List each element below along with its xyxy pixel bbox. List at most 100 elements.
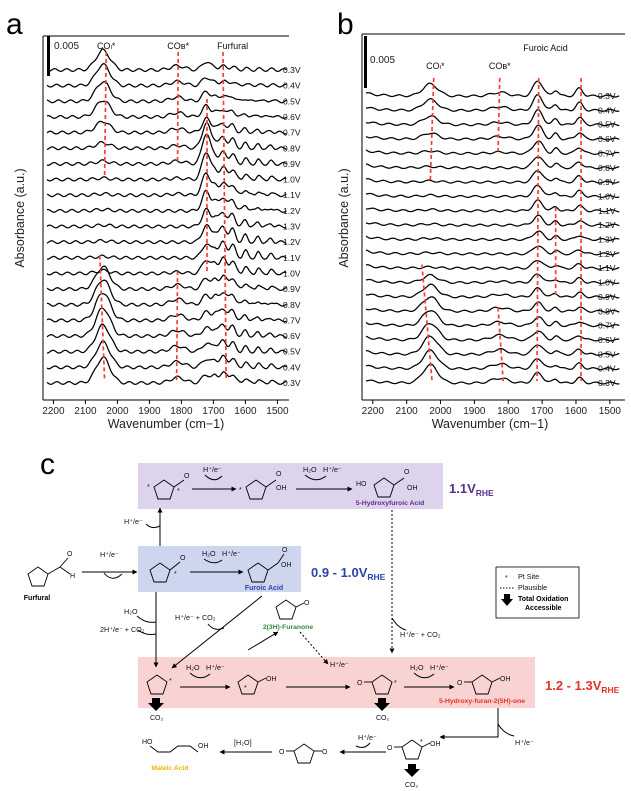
purple-star-1b: *: [177, 488, 180, 495]
spectrum-0.7V: [46, 116, 287, 135]
potential-label: 0.8V: [598, 306, 616, 316]
potential-label: 1.2V: [283, 237, 301, 247]
label-he-8: H⁺/e⁻: [430, 663, 449, 672]
purple-potential-box: [138, 463, 443, 509]
curl-2he-co2: [137, 629, 157, 635]
anhydride-ring: [293, 743, 315, 764]
furanone-o: O: [304, 600, 310, 607]
panel-a-letter: a: [6, 8, 23, 41]
anhydride-o1: O: [279, 749, 285, 756]
x-tick-label: 2100: [396, 406, 419, 417]
potential-label: 0.7V: [283, 128, 301, 138]
spectrum-1.1V: [47, 240, 287, 260]
spectrum-0.6V: [46, 100, 287, 119]
adsorbed-furfural-ring: [149, 562, 171, 583]
potential-label: 0.4V: [598, 364, 616, 374]
potential-label: 0.3V: [283, 378, 301, 388]
potential-label: 0.6V: [283, 331, 301, 341]
furanone-label: 2(3H)-Furanone: [263, 624, 313, 631]
furfural-bond: [47, 566, 61, 575]
purple-star-1a: *: [147, 484, 150, 491]
panel-a-potential-labels: 0.3V 0.4V 0.5V 0.6V 0.7V 0.8V 0.9V 1.0V 1.1V 1.2V…: [283, 65, 301, 388]
arrow-to-furanone: [247, 631, 279, 651]
furfural-ring: [27, 566, 49, 587]
curl-he-3: [145, 523, 161, 529]
blue-potential-box: [138, 546, 301, 592]
reaction-scheme: 1.1VRHE 0.9 - 1.0VRHE 1.2 - 1.3VRHE O H …: [24, 463, 620, 789]
curl-he-9: [497, 723, 515, 737]
spectrum-0.5V: [46, 80, 287, 104]
potential-label: 0.6V: [598, 335, 616, 345]
label-he-4: H⁺/e⁻: [203, 465, 222, 474]
spectrum-0.8V: [46, 279, 287, 307]
curl-h2o-3: [136, 615, 157, 623]
label-h2o-2: H₂O: [303, 465, 317, 474]
panel-a-annotations: COₗ* COʙ* Furfural: [97, 41, 248, 51]
adsorbed-furfural-bond: [169, 561, 181, 571]
legend-total-oxidation: Total Oxidation: [518, 596, 568, 603]
spectrum-0.7V: [365, 140, 620, 156]
peak-marker: [103, 51, 108, 178]
purple-bond-1: [173, 479, 185, 488]
peak-marker: [175, 271, 179, 382]
panel-b-plot: 0.005 2200 2100 2000 1900 1800 1700 1600 1500 0…: [337, 33, 625, 431]
spectrum-0.7V: [365, 310, 620, 328]
panel-a-scale-label: 0.005: [54, 41, 79, 52]
curl-he-10: [355, 742, 371, 748]
range-red-label: 1.2 - 1.3VRHE: [545, 678, 620, 695]
spectrum-0.5V: [46, 323, 287, 354]
furanone-molecule: O 2(3H)-Furanone: [263, 599, 313, 631]
potential-label: 0.7V: [598, 148, 616, 158]
potential-label: 1.0V: [598, 278, 616, 288]
curl-he-1: [103, 572, 123, 579]
potential-label: 0.8V: [283, 300, 301, 310]
x-tick-label: 1700: [531, 406, 554, 417]
label-h2o-1: H₂O: [202, 549, 216, 558]
panel-a-spectra: [46, 48, 287, 386]
peak-annotation: COʙ*: [167, 41, 189, 51]
potential-label: 1.3V: [283, 222, 301, 232]
potential-label: 0.7V: [283, 315, 301, 325]
peak-annotation: Furfural: [217, 41, 248, 51]
red-potential-box: [138, 657, 535, 708]
curl-he-4: [204, 474, 223, 481]
x-tick-label: 1500: [599, 406, 622, 417]
maleic-anhydride-molecule: O O: [279, 743, 328, 764]
potential-label: 0.5V: [283, 347, 301, 357]
spectrum-1.1V: [365, 199, 620, 213]
potential-label: 1.0V: [283, 268, 301, 278]
potential-label: 0.3V: [598, 91, 616, 101]
potential-label: 0.4V: [283, 81, 301, 91]
panel-c-letter: c: [40, 448, 55, 481]
panel-b-x-ticks: 2200 2100 2000 1900 1800 1700 1600 1500: [362, 400, 622, 417]
arrow-furoic-to-red: [171, 595, 263, 669]
panel-b-letter: b: [337, 8, 354, 41]
label-he-6: H⁺/e⁻: [206, 663, 225, 672]
maleic-chain: [149, 745, 199, 753]
spectrum-1.0V: [46, 256, 287, 276]
curl-he-co2-right: [391, 617, 407, 631]
hydroxyfuroic-ho: HO: [356, 481, 367, 488]
spectrum-1.0V: [365, 273, 620, 285]
furoic-acid-molecule: O OH Furoic Acid: [245, 547, 292, 592]
bottom-oh-bond: [421, 742, 431, 748]
furfural-o: O: [67, 551, 73, 558]
red-co2-1: CO₂: [150, 715, 164, 722]
panel-b-y-title: Absorbance (a.u.): [337, 168, 351, 267]
red-adsorbate-3: O * CO₂: [357, 674, 397, 722]
red-adsorbate-2: OH *: [237, 674, 277, 695]
spectrum-0.3V: [46, 48, 287, 73]
spectrum-0.4V: [365, 94, 620, 112]
potential-label: 0.5V: [283, 96, 301, 106]
scheme-legend: * Pt Site Plausible Total Oxidation Acce…: [495, 566, 580, 619]
furoic-ring: [247, 562, 269, 583]
furoic-bond: [267, 562, 279, 571]
furanone-ring: [275, 599, 297, 620]
spectrum-1.0V: [46, 152, 287, 182]
label-he-5: H⁺/e⁻: [323, 465, 342, 474]
range-purple-label: 1.1VRHE: [449, 481, 494, 498]
peak-marker: [421, 264, 433, 382]
potential-label: 1.1V: [598, 206, 616, 216]
furoic-o: O: [282, 547, 288, 554]
